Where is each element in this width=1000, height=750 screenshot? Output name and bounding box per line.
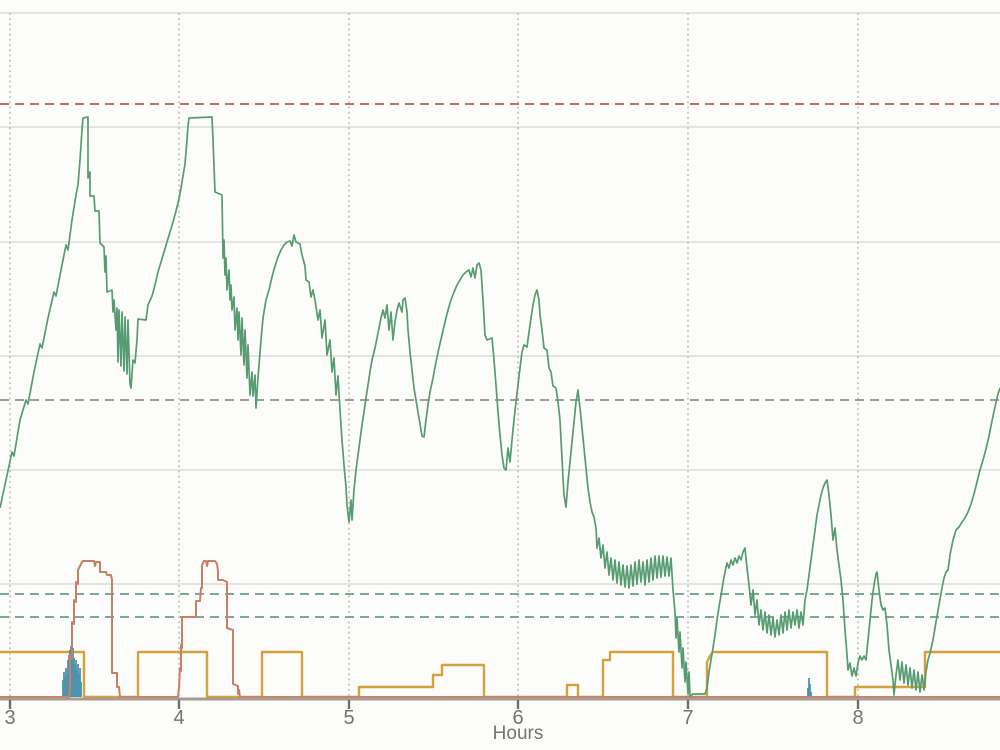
x-tick-label-8: 8 bbox=[852, 707, 864, 729]
x-tick-label-5: 5 bbox=[343, 707, 355, 729]
x-tick-label-4: 4 bbox=[173, 707, 185, 729]
x-tick-label-3: 3 bbox=[4, 707, 16, 729]
x-axis-title: Hours bbox=[492, 723, 544, 744]
x-tick-label-7: 7 bbox=[682, 707, 694, 729]
x-tick-label-6: 6 bbox=[512, 707, 524, 729]
